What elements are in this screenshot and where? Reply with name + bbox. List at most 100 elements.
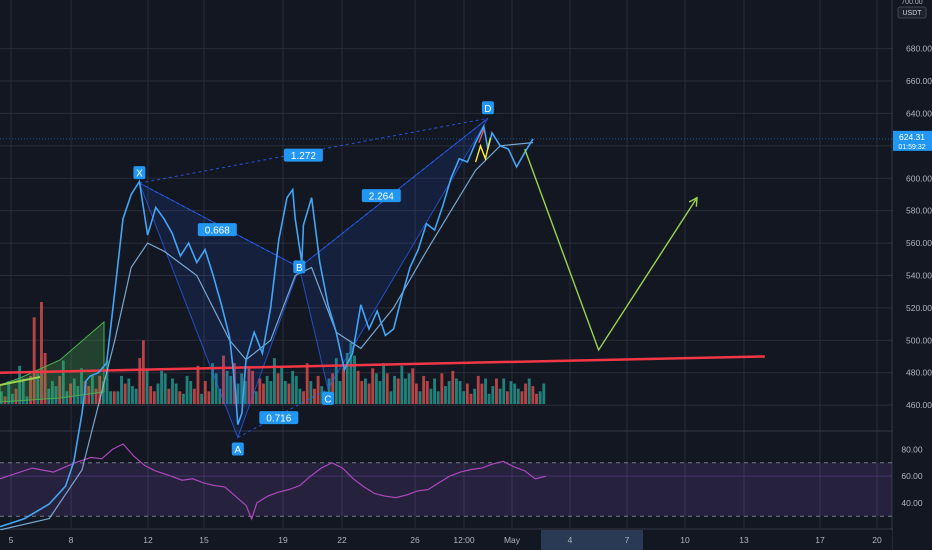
volume-bar — [367, 383, 371, 404]
point-label-a-box — [231, 442, 244, 456]
volume-bar — [174, 383, 178, 404]
support-line[interactable] — [0, 355, 765, 374]
volume-bar — [229, 375, 233, 404]
volume-bar — [400, 365, 404, 405]
volume-bar — [116, 391, 120, 405]
volume-bar — [251, 370, 254, 404]
rsi-pane — [0, 443, 892, 521]
time-axis[interactable]: 5 8 12 15 19 22 26 12:00 May 4 7 10 13 17 20 — [0, 530, 892, 550]
volume-bar — [189, 381, 193, 404]
rsi-line — [0, 443, 547, 521]
volume-bar — [265, 375, 269, 404]
volume-bar — [487, 393, 491, 404]
price-tick-label: 460.00 — [906, 400, 932, 410]
time-tick-label: 19 — [278, 535, 288, 545]
ratio-line-xd[interactable] — [139, 117, 488, 184]
volume-bar — [65, 391, 69, 405]
price-tick-label: 680.00 — [906, 44, 932, 54]
last-price-marker — [893, 130, 932, 151]
volume-bar — [94, 388, 98, 404]
projection-arrowhead — [688, 196, 698, 207]
point-label-x: X — [136, 169, 143, 180]
volume-bar — [203, 381, 207, 404]
volume-bar — [360, 381, 364, 404]
volume-bar — [276, 373, 280, 404]
time-tick-label: 4 — [568, 535, 573, 545]
volume-bar — [131, 386, 134, 404]
volume-bar — [364, 378, 367, 404]
volume-bar — [389, 391, 393, 405]
volume-bar — [302, 391, 305, 405]
volume-bar — [465, 383, 469, 404]
volume-bar — [192, 388, 196, 404]
volume-bar — [338, 381, 342, 404]
time-tick-label: 20 — [872, 535, 882, 545]
ratio-label: 2.264 — [369, 192, 394, 203]
volume-bar — [254, 391, 258, 405]
volume-bar — [498, 388, 502, 404]
volume-bar — [3, 396, 7, 404]
point-label-d: D — [484, 104, 491, 115]
volume-bar — [10, 393, 14, 404]
highlight-mark — [474, 137, 492, 163]
volume-bar — [222, 355, 225, 404]
volume-bar — [141, 340, 145, 405]
volume-bar — [109, 391, 113, 405]
price-line — [0, 123, 534, 528]
volume-bar — [356, 370, 360, 404]
volume-bar — [433, 378, 436, 404]
price-tick-label: 500.00 — [906, 335, 932, 345]
volume-bar — [200, 393, 204, 404]
projection-path[interactable] — [524, 148, 698, 352]
volume-bar — [491, 386, 495, 404]
rsi-tick-label: 40.00 — [901, 498, 923, 508]
volume-bar — [451, 370, 455, 404]
volume-bar — [61, 360, 65, 404]
projection-line[interactable] — [524, 148, 698, 352]
ratio-label: 0.716 — [266, 414, 291, 425]
volume-bar — [138, 358, 142, 404]
time-tick-label: 5 — [9, 535, 14, 545]
point-label-a: A — [234, 445, 241, 456]
ratio-label: 1.272 — [291, 151, 316, 162]
volume-bar — [32, 317, 36, 404]
volume-bar — [72, 378, 76, 404]
volume-bar — [411, 368, 415, 404]
price-axis[interactable]: 460.00 480.00 500.00 520.00 540.00 560.00 580.… — [893, 0, 932, 550]
volume-bar — [345, 353, 349, 404]
volume-bar — [378, 381, 382, 404]
volume-bar — [535, 393, 538, 404]
volume-bar — [374, 373, 378, 404]
price-tick-label: 520.00 — [906, 303, 932, 313]
time-tick-label: 10 — [680, 535, 690, 545]
point-label-x-box — [133, 166, 146, 180]
volume-bar — [371, 368, 375, 404]
volume-bar — [298, 388, 302, 404]
rising-wedge — [0, 320, 105, 403]
point-label-c-box — [322, 391, 334, 405]
volume-bar — [382, 363, 386, 404]
volume-bar — [469, 393, 473, 404]
volume-bar — [163, 373, 167, 404]
volume-bar — [185, 375, 189, 404]
volume-bar — [196, 365, 200, 405]
volume-bar — [473, 388, 477, 404]
bar-countdown: 01:59:32 — [898, 144, 925, 151]
pattern-labels: X A B C D 0.668 1.272 0.716 2.264 — [133, 101, 494, 456]
volume-bar — [436, 391, 440, 405]
volume-bar — [54, 386, 58, 404]
volume-bar — [334, 358, 338, 404]
volume-bar — [156, 383, 160, 404]
volume-bar — [50, 381, 54, 404]
ratio-line-ac[interactable] — [237, 388, 329, 438]
time-range-highlight[interactable] — [541, 530, 643, 550]
volume-bar — [531, 386, 535, 404]
support-trendline[interactable] — [0, 355, 765, 374]
volume-bar — [305, 363, 309, 404]
volume-bar — [29, 375, 32, 404]
point-label-d-box — [481, 101, 494, 115]
volume-bar — [211, 363, 214, 404]
price-tick-label: 480.00 — [906, 368, 932, 378]
volume-bar — [495, 378, 498, 404]
